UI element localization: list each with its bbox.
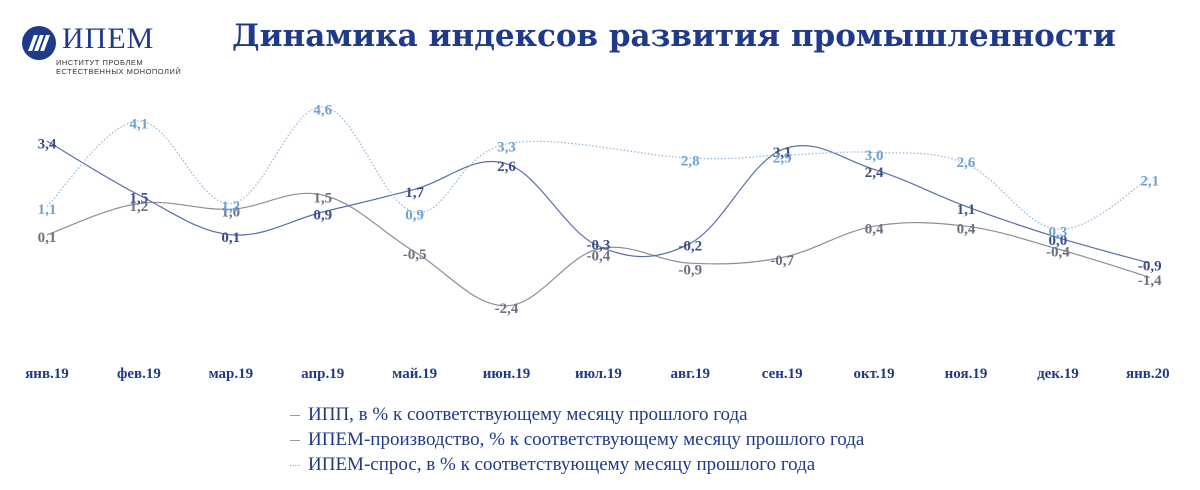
logo-subtitle: ИНСТИТУТ ПРОБЛЕМ ЕСТЕСТВЕННЫХ МОНОПОЛИЙ [56,58,182,76]
data-label: 1,2 [130,199,149,215]
series-line-0 [46,192,1150,307]
x-tick-label: янв.20 [1126,366,1170,382]
data-label: 0,4 [865,222,884,238]
data-label: -0,4 [1046,244,1070,260]
x-tick-label: окт.19 [854,366,895,382]
legend-label: ИПЕМ-производство, % к соответствующему … [308,429,865,450]
legend-item-production: ИПЕМ-производство, % к соответствующему … [290,429,864,454]
legend-swatch-icon [290,440,300,441]
data-label: 1,5 [130,190,149,206]
data-label: 0,0 [1049,233,1068,249]
x-tick-label: дек.19 [1037,366,1079,382]
x-tick-label: май.19 [392,366,437,382]
data-label: 1,5 [313,190,332,206]
data-label: 3,0 [865,148,884,164]
data-label: 4,1 [130,117,149,133]
series-line-2 [46,106,1151,230]
legend-label: ИПЕМ-спрос, в % к соответствующему месяц… [308,454,816,475]
data-label: 2,1 [1140,173,1159,189]
x-tick-label: фев.19 [117,366,161,382]
x-tick-label: авг.19 [671,366,710,382]
x-tick-label: янв.19 [25,366,69,382]
chart-title: Динамика индексов развития промышленност… [232,18,1116,54]
data-label: -0,7 [770,253,794,269]
series-line-1 [46,140,1150,264]
data-label: 1,2 [221,199,240,215]
data-label: 3,4 [38,136,57,152]
data-label: -0,9 [678,263,702,279]
logo: ИПЕМ ИНСТИТУТ ПРОБЛЕМ ЕСТЕСТВЕННЫХ МОНОП… [18,22,208,82]
data-label: 2,4 [865,165,884,181]
legend-item-demand: ИПЕМ-спрос, в % к соответствующему месяц… [290,454,864,479]
x-tick-label: июн.19 [483,366,531,382]
data-label: 0,9 [313,207,332,223]
x-tick-label: мар.19 [208,366,253,382]
data-label: 0,1 [38,230,57,246]
data-label: 2,6 [957,155,976,171]
legend-swatch-icon [290,415,300,416]
data-label: 3,3 [497,139,516,155]
x-tick-label: ноя.19 [945,366,988,382]
data-label: -0,5 [403,247,427,263]
data-label: 1,1 [38,202,57,218]
data-label: 3,1 [773,145,792,161]
data-label: 2,8 [681,154,700,170]
data-label: -2,4 [495,301,519,317]
logo-mark-icon [22,26,56,60]
x-tick-label: сен.19 [762,366,803,382]
line-chart: 0,11,2 1,01,5-0,5-2,4-0,4-0,9-0,70,4 0,4-0… [25,102,1170,382]
legend-item-ipp: ИПП, в % к соответствующему месяцу прошл… [290,404,864,429]
data-label: 0,4 [957,222,976,238]
data-label: -0,4 [587,248,611,264]
data-label: 1,7 [405,185,424,201]
data-label: 1,1 [957,202,976,218]
data-label: 1,0 [221,205,240,221]
data-label: 2,9 [773,151,792,167]
data-label: -1,4 [1138,273,1162,289]
data-label: 0,1 [221,230,240,246]
data-label: 4,6 [313,102,332,118]
data-label: 0,9 [405,207,424,223]
legend: ИПП, в % к соответствующему месяцу прошл… [290,404,864,479]
data-label: 2,6 [497,159,516,175]
legend-label: ИПП, в % к соответствующему месяцу прошл… [308,404,748,425]
data-label: -0,2 [678,239,702,255]
data-label: -0,3 [587,238,611,254]
x-tick-label: июл.19 [575,366,622,382]
x-tick-label: апр.19 [301,366,344,382]
data-label: -0,9 [1138,259,1162,275]
logo-name: ИПЕМ [62,22,155,55]
legend-swatch-icon [290,465,300,466]
data-label: 0,3 [1049,225,1068,241]
